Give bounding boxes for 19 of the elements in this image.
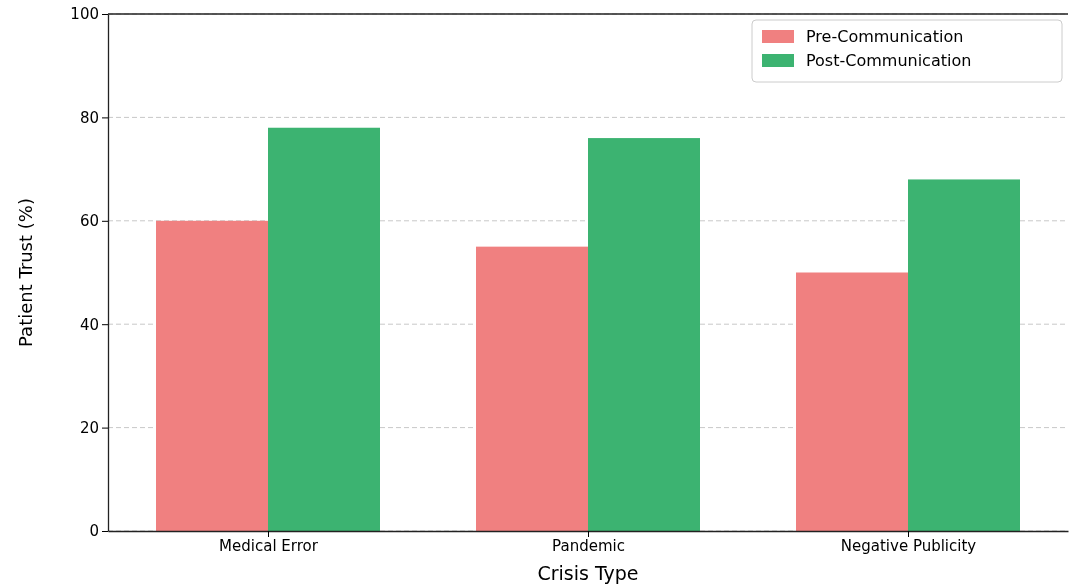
y-axis-title: Patient Trust (%) — [15, 198, 36, 347]
x-axis-title: Crisis Type — [537, 562, 639, 584]
y-tick-label: 100 — [70, 5, 99, 24]
bar — [156, 220, 268, 531]
y-tick-label: 0 — [89, 522, 99, 541]
legend-label: Pre-Communication — [806, 27, 964, 46]
x-tick-label: Medical Error — [219, 536, 319, 555]
y-tick-label: 60 — [79, 212, 99, 231]
legend-label: Post-Communication — [806, 51, 972, 70]
y-tick-label: 80 — [79, 108, 99, 127]
bar — [268, 127, 380, 531]
x-tick-label: Pandemic — [552, 536, 625, 555]
bar — [476, 246, 588, 531]
bar — [588, 138, 700, 531]
bar — [796, 272, 908, 531]
bar — [908, 179, 1020, 531]
x-tick-label: Negative Publicity — [840, 536, 977, 555]
y-tick-label: 20 — [79, 418, 99, 437]
y-tick-label: 40 — [79, 315, 99, 334]
